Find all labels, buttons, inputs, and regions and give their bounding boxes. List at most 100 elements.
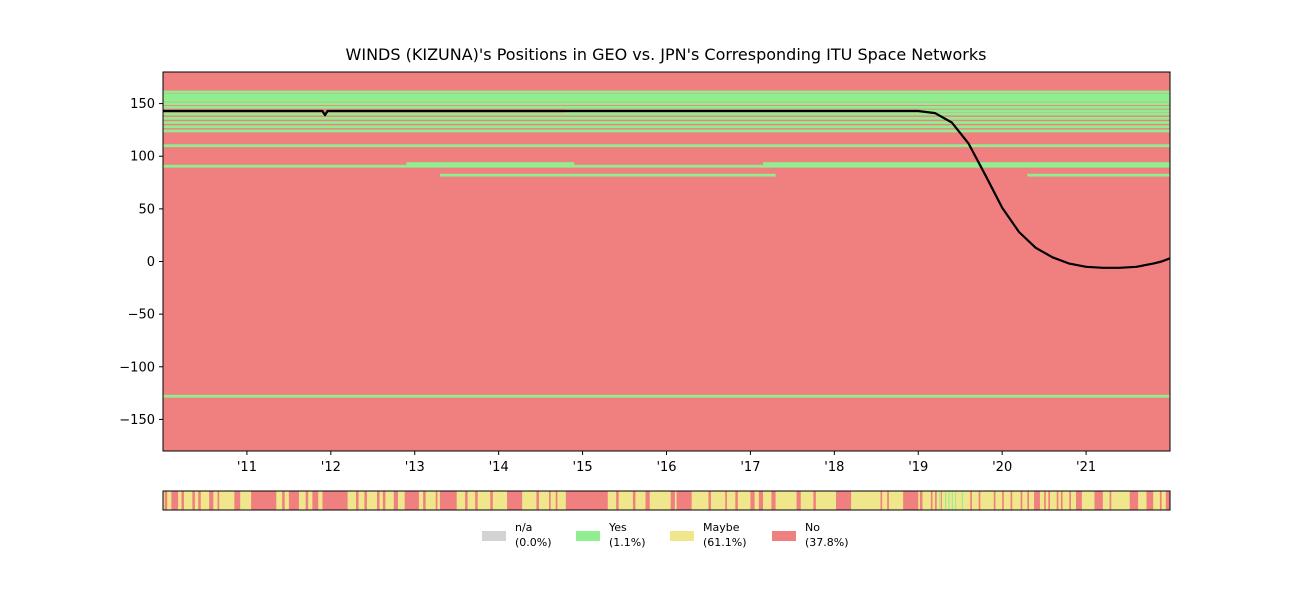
strip-no-segment — [490, 491, 493, 510]
strip-no-segment — [475, 491, 478, 510]
network-band — [163, 90, 1170, 94]
strip-no-segment — [645, 491, 650, 510]
strip-no-segment — [171, 491, 179, 510]
network-band — [1027, 173, 1170, 177]
legend-swatch — [576, 531, 600, 541]
main-plot-area — [162, 71, 1171, 452]
strip-no-segment — [670, 491, 675, 510]
strip-no-segment — [1010, 491, 1013, 510]
strip-no-segment — [880, 491, 883, 510]
strip-no-segment — [1060, 491, 1063, 510]
y-tick-label: −150 — [119, 413, 155, 428]
strip-no-segment — [1146, 491, 1154, 510]
strip-yes-segment — [955, 491, 957, 510]
x-tick-label: '12 — [321, 460, 341, 475]
x-tick-label: '20 — [992, 460, 1012, 475]
strip-no-segment — [725, 491, 727, 510]
x-tick-label: '16 — [656, 460, 676, 475]
strip-no-segment — [322, 491, 348, 510]
strip-no-segment — [234, 491, 241, 510]
strip-no-segment — [903, 491, 919, 510]
network-band — [163, 164, 1170, 168]
strip-no-segment — [1044, 491, 1046, 510]
strip-no-segment — [209, 491, 214, 510]
strip-yes-segment — [939, 491, 941, 510]
strip-no-segment — [164, 491, 168, 510]
y-tick-label: −50 — [128, 308, 155, 323]
x-tick-label: '11 — [237, 460, 257, 475]
y-tick-label: 150 — [130, 97, 155, 112]
strip-no-segment — [887, 491, 889, 510]
legend-item: Maybe (61.1%) — [670, 521, 747, 549]
y-tick-label: 100 — [130, 150, 155, 165]
strip-no-segment — [305, 491, 309, 510]
strip-no-segment — [364, 491, 367, 510]
strip-no-segment — [771, 491, 776, 510]
strip-no-segment — [192, 491, 195, 510]
strip-no-segment — [735, 491, 738, 510]
strip-no-segment — [1069, 491, 1071, 510]
strip-no-segment — [758, 491, 764, 510]
network-band — [163, 112, 1170, 116]
y-tick-label: 50 — [138, 202, 155, 217]
strip-no-segment — [1159, 491, 1162, 510]
strip-no-segment — [978, 491, 981, 510]
strip-no-segment — [1109, 491, 1112, 510]
strip-no-segment — [507, 491, 523, 510]
network-band — [163, 121, 1170, 124]
legend-item: Yes (1.1%) — [576, 521, 646, 549]
strip-yes-segment — [948, 491, 950, 510]
strip-no-segment — [465, 491, 468, 510]
x-tick-label: '17 — [740, 460, 760, 475]
legend: n/a (0.0%) Yes (1.1%) Maybe (61.1%) No (37.8%) — [482, 521, 849, 549]
legend-swatch — [772, 531, 796, 541]
strip-no-segment — [1129, 491, 1139, 510]
strip-no-segment — [536, 491, 539, 510]
legend-label: n/a — [515, 521, 532, 534]
network-band — [163, 116, 1170, 120]
legend-item: n/a (0.0%) — [482, 521, 552, 549]
strip-no-segment — [217, 491, 220, 510]
strip-no-segment — [796, 491, 801, 510]
network-band — [163, 93, 1170, 97]
network-band — [163, 96, 1170, 100]
plot-background — [163, 72, 1170, 451]
x-axis: '11 '12 '13 '14 '15 '16 '17 '18 '19 '20 '21 — [237, 451, 1096, 475]
strip-no-segment — [632, 491, 636, 510]
strip-no-segment — [935, 491, 937, 510]
network-band — [163, 99, 1170, 102]
strip-no-segment — [251, 491, 277, 510]
strip-no-segment — [616, 491, 619, 510]
strip-no-segment — [1027, 491, 1030, 510]
network-band — [163, 125, 1170, 129]
strip-no-segment — [1020, 491, 1023, 510]
strip-no-segment — [439, 491, 457, 510]
strip-no-segment — [565, 491, 608, 510]
strip-no-segment — [312, 491, 319, 510]
legend-percent: (61.1%) — [703, 536, 747, 549]
x-tick-label: '15 — [573, 460, 593, 475]
strip-no-segment — [993, 491, 996, 510]
x-tick-label: '18 — [824, 460, 844, 475]
strip-no-segment — [181, 491, 184, 510]
x-tick-label: '13 — [405, 460, 425, 475]
legend-label: Yes — [608, 521, 627, 534]
legend-label: Maybe — [703, 521, 740, 534]
strip-no-segment — [919, 491, 923, 510]
strip-no-segment — [549, 491, 551, 510]
legend-percent: (1.1%) — [609, 536, 646, 549]
network-band — [439, 173, 776, 177]
strip-no-segment — [198, 491, 201, 510]
network-band — [163, 102, 1170, 105]
x-tick-label: '21 — [1076, 460, 1096, 475]
strip-no-segment — [1094, 491, 1103, 510]
strip-yes-segment — [945, 491, 947, 510]
strip-yes-segment — [951, 491, 953, 510]
network-band — [763, 162, 1170, 165]
y-tick-label: −100 — [119, 360, 155, 375]
legend-item: No (37.8%) — [772, 521, 849, 549]
x-tick-label: '19 — [908, 460, 928, 475]
strip-no-segment — [970, 491, 972, 510]
strip-no-segment — [356, 491, 359, 510]
network-band — [163, 144, 1170, 148]
